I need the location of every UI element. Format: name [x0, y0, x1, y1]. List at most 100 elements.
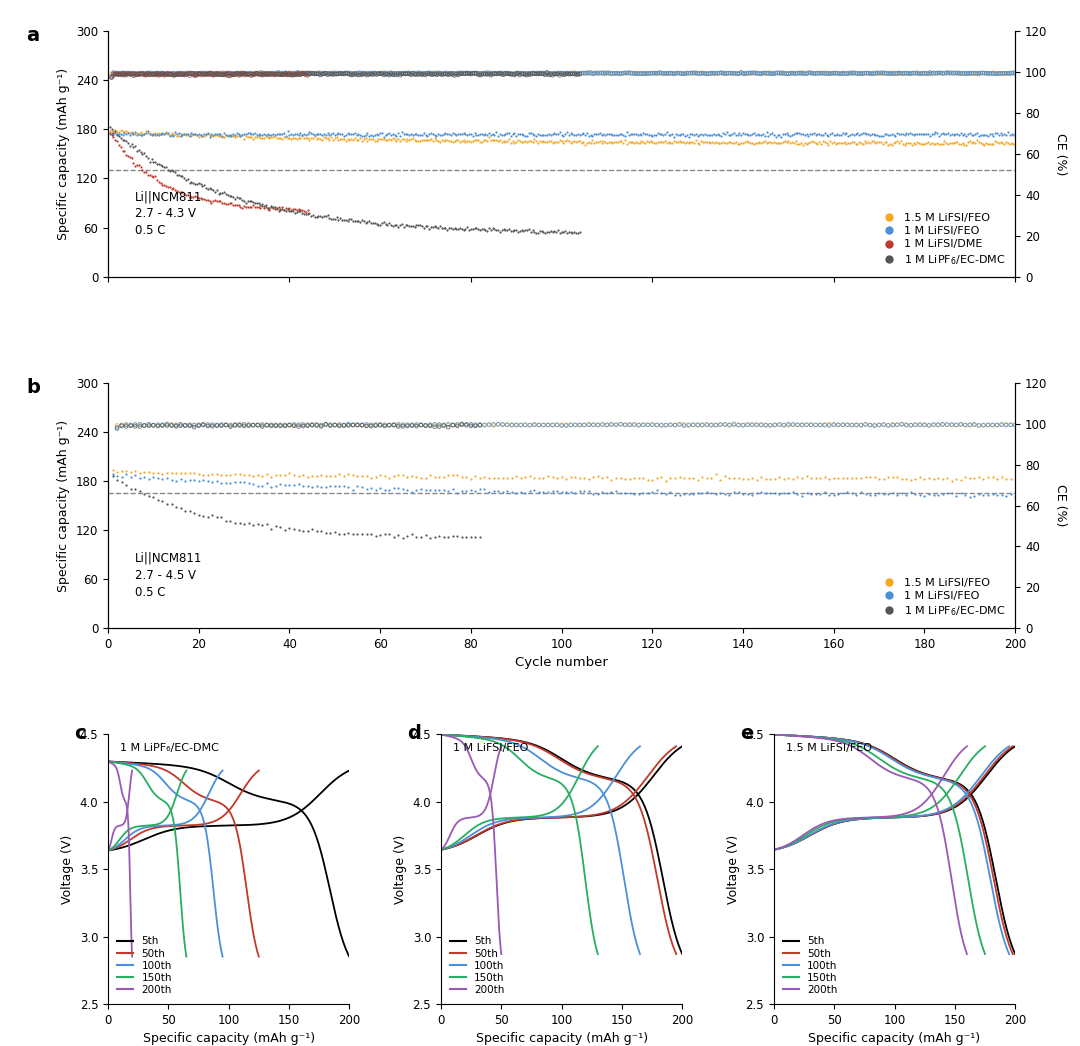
Point: [524, 222, 541, 238]
Point: [854, 65, 872, 82]
Point: [689, 128, 706, 144]
Point: [238, 195, 255, 211]
Point: [206, 66, 224, 83]
Point: [584, 65, 602, 82]
Point: [473, 65, 490, 82]
Point: [662, 134, 679, 151]
Point: [889, 65, 906, 82]
Point: [353, 468, 370, 484]
Point: [887, 134, 904, 151]
Point: [324, 210, 341, 227]
Point: [957, 469, 974, 485]
Point: [228, 197, 245, 213]
Point: [108, 126, 125, 142]
Point: [272, 130, 289, 146]
Point: [531, 127, 549, 143]
Point: [441, 132, 458, 149]
Point: [206, 191, 224, 208]
Point: [391, 133, 408, 150]
Point: [272, 416, 289, 433]
Point: [194, 472, 212, 488]
Point: [820, 128, 837, 144]
Point: [530, 483, 548, 500]
Point: [572, 134, 590, 151]
Point: [171, 65, 188, 82]
Point: [424, 132, 442, 149]
Point: [651, 126, 669, 142]
Point: [134, 161, 151, 178]
Point: [862, 469, 879, 485]
Point: [107, 132, 124, 149]
Point: [380, 131, 397, 147]
Point: [259, 127, 276, 143]
Point: [703, 65, 720, 82]
Point: [621, 484, 638, 501]
Point: [359, 65, 376, 82]
Point: [798, 135, 815, 152]
Point: [241, 65, 258, 82]
Point: [737, 134, 754, 151]
Point: [751, 65, 768, 82]
Point: [999, 134, 1016, 151]
Point: [585, 126, 603, 142]
Point: [449, 65, 467, 82]
Point: [984, 485, 1001, 502]
Point: [340, 525, 357, 542]
Point: [544, 134, 562, 151]
Point: [288, 64, 306, 81]
Point: [834, 135, 851, 152]
Point: [591, 65, 608, 82]
Point: [386, 469, 403, 485]
Point: [340, 66, 357, 83]
Point: [375, 213, 392, 230]
Point: [201, 180, 218, 197]
Point: [473, 65, 490, 82]
Point: [346, 124, 363, 141]
Point: [662, 416, 679, 433]
Point: [340, 417, 357, 434]
Point: [1004, 65, 1022, 82]
Point: [780, 484, 797, 501]
Point: [798, 416, 815, 433]
Point: [550, 134, 567, 151]
Point: [567, 225, 584, 242]
Point: [388, 218, 405, 234]
Point: [640, 65, 658, 82]
Point: [350, 65, 367, 82]
Point: [834, 65, 851, 82]
Point: [716, 126, 733, 142]
Point: [470, 66, 487, 83]
Point: [998, 416, 1015, 433]
Point: [119, 124, 136, 141]
Point: [553, 417, 570, 434]
Point: [384, 66, 402, 83]
Point: [204, 416, 221, 433]
Point: [426, 416, 443, 433]
Point: [435, 417, 453, 434]
Point: [163, 416, 180, 433]
Point: [221, 127, 239, 143]
Point: [186, 472, 203, 488]
Point: [119, 135, 136, 152]
Point: [431, 133, 448, 150]
Point: [539, 416, 556, 433]
Point: [721, 65, 739, 82]
Point: [914, 127, 931, 143]
Point: [969, 124, 986, 141]
Point: [404, 65, 421, 82]
Point: [879, 417, 896, 434]
Point: [279, 130, 296, 146]
Point: [176, 503, 193, 520]
Point: [386, 218, 403, 234]
Point: [181, 65, 199, 82]
Point: [816, 133, 834, 150]
Point: [591, 124, 608, 141]
Point: [539, 66, 556, 83]
Point: [516, 222, 534, 238]
Point: [713, 135, 730, 152]
Point: [246, 65, 264, 82]
Point: [283, 65, 300, 82]
Point: [780, 470, 797, 486]
Point: [468, 132, 485, 149]
Point: [539, 416, 556, 433]
